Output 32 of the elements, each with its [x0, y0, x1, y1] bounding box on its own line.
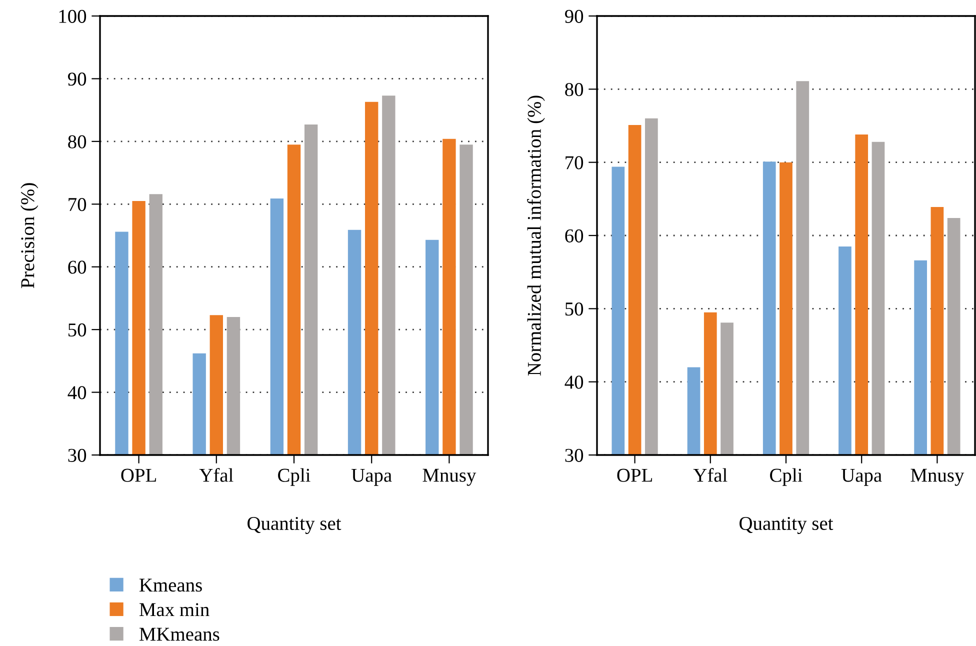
y-tick-label: 50 — [565, 302, 584, 316]
x-tick-label: Yfal — [693, 468, 728, 482]
legend-label: MKmeans — [139, 628, 220, 641]
y-tick-label: 60 — [68, 260, 86, 274]
x-tick-label: Mnusy — [422, 468, 476, 486]
y-axis-title: Normalized mutual information (%) — [527, 96, 545, 376]
y-tick-label: 90 — [564, 10, 584, 23]
x-tick-label: Mnusy — [910, 468, 964, 486]
y-axis-title: Precision (%) — [20, 183, 38, 288]
y-tick-label: 60 — [565, 229, 584, 242]
y-tick-label: 90 — [68, 72, 86, 86]
y-tick-label: 40 — [564, 376, 584, 389]
y-tick-label: 70 — [68, 198, 86, 212]
x-tick-label: Cpli — [770, 468, 802, 486]
x-tick-label: Cpli — [278, 468, 310, 486]
x-tick-label: Yfal — [199, 468, 234, 482]
legend-label: Max min — [139, 603, 210, 616]
x-tick-label: Uapa — [351, 468, 392, 486]
y-tick-label: 80 — [68, 135, 86, 148]
y-tick-label: 70 — [566, 156, 584, 170]
x-tick-label: OPL — [617, 468, 652, 482]
y-tick-label: 30 — [68, 448, 86, 462]
y-tick-label: 100 — [59, 10, 86, 23]
y-tick-label: 40 — [68, 386, 86, 400]
y-tick-label: 30 — [565, 448, 584, 462]
x-tick-label: OPL — [121, 468, 156, 482]
y-tick-label: 50 — [68, 323, 86, 337]
legend-label: Kmeans — [139, 578, 202, 592]
x-tick-label: Uapa — [841, 468, 882, 486]
y-tick-label: 80 — [565, 82, 584, 96]
x-axis-title: Quantity set — [740, 516, 834, 534]
x-axis-title: Quantity set — [248, 516, 342, 534]
